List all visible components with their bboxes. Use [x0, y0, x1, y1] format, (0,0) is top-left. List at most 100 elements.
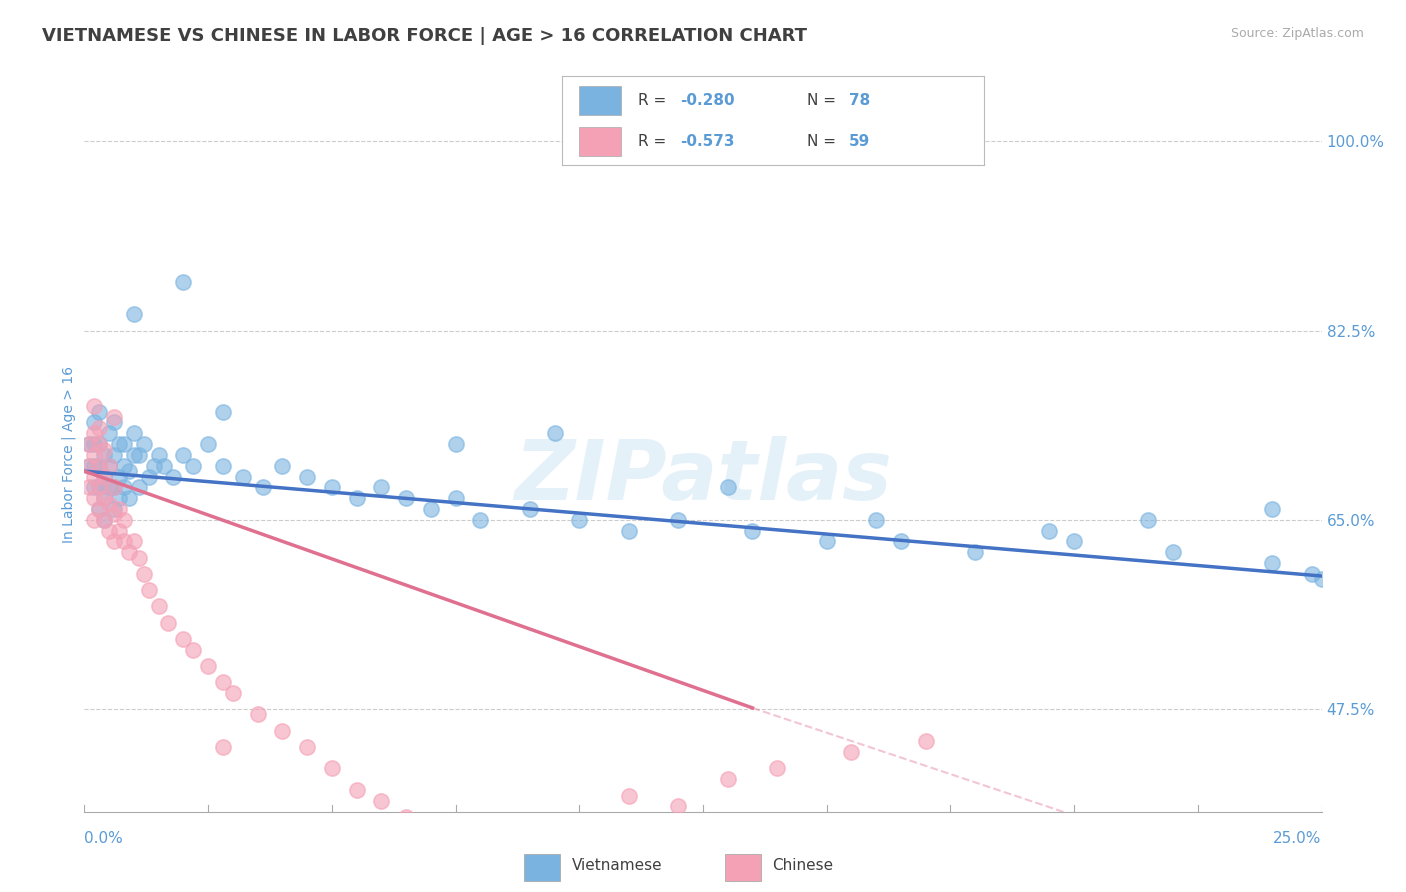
Point [93, 491, 115, 505]
FancyBboxPatch shape [579, 86, 621, 115]
Point [914, 734, 936, 748]
Text: -0.280: -0.280 [681, 93, 735, 108]
Text: 78: 78 [849, 93, 870, 108]
Point [181, 642, 204, 657]
Point [148, 599, 170, 614]
Point [965, 545, 987, 559]
Point [93, 442, 115, 457]
Text: R =: R = [638, 93, 672, 108]
Point [122, 307, 145, 321]
Point [1310, 572, 1333, 586]
Point [222, 686, 245, 700]
Point [666, 513, 689, 527]
Point [93, 469, 115, 483]
Point [815, 534, 838, 549]
Point [162, 469, 184, 483]
Text: VIETNAMESE VS CHINESE IN LABOR FORCE | AGE > 16 CORRELATION CHART: VIETNAMESE VS CHINESE IN LABOR FORCE | A… [42, 27, 807, 45]
Point [128, 550, 150, 565]
Point [79, 437, 101, 451]
Point [108, 502, 131, 516]
Text: ZIPatlas: ZIPatlas [515, 436, 891, 516]
Point [89, 502, 111, 516]
Point [370, 480, 392, 494]
Point [83, 458, 105, 473]
Point [108, 469, 131, 483]
Point [321, 762, 343, 776]
Point [717, 480, 740, 494]
Point [766, 762, 789, 776]
Point [128, 480, 150, 494]
Point [98, 480, 121, 494]
Point [118, 464, 141, 478]
Point [83, 469, 105, 483]
Point [83, 480, 105, 494]
Point [470, 513, 492, 527]
Point [543, 426, 565, 441]
Point [1063, 534, 1085, 549]
Point [519, 864, 541, 879]
Text: N =: N = [807, 134, 841, 149]
Point [83, 399, 105, 413]
Point [617, 524, 640, 538]
Point [98, 458, 121, 473]
Point [346, 491, 368, 505]
Point [419, 502, 441, 516]
Text: -0.573: -0.573 [681, 134, 735, 149]
Point [197, 658, 219, 673]
Point [232, 469, 254, 483]
Point [93, 448, 115, 462]
Point [103, 480, 125, 494]
Point [666, 799, 689, 814]
Point [89, 437, 111, 451]
Point [89, 458, 111, 473]
Point [142, 458, 165, 473]
Point [98, 524, 121, 538]
Point [112, 437, 135, 451]
Point [89, 480, 111, 494]
Point [122, 448, 145, 462]
Point [1261, 502, 1284, 516]
Text: Source: ZipAtlas.com: Source: ZipAtlas.com [1230, 27, 1364, 40]
Point [79, 480, 101, 494]
Point [93, 513, 115, 527]
Point [568, 880, 591, 892]
Point [112, 480, 135, 494]
Point [83, 426, 105, 441]
Point [93, 513, 115, 527]
Point [89, 502, 111, 516]
Text: Chinese: Chinese [772, 858, 834, 872]
Point [568, 513, 591, 527]
Point [181, 458, 204, 473]
Point [346, 783, 368, 797]
Point [112, 458, 135, 473]
Point [103, 534, 125, 549]
Point [172, 632, 194, 646]
Point [841, 745, 863, 759]
Point [212, 739, 235, 754]
Point [1038, 524, 1060, 538]
Point [89, 458, 111, 473]
Point [89, 437, 111, 451]
Point [89, 405, 111, 419]
Point [197, 437, 219, 451]
Point [83, 448, 105, 462]
Point [617, 789, 640, 803]
Point [1161, 545, 1184, 559]
Point [122, 534, 145, 549]
Text: 25.0%: 25.0% [1274, 831, 1322, 846]
Point [370, 794, 392, 808]
Point [128, 448, 150, 462]
Point [148, 448, 170, 462]
Point [212, 675, 235, 690]
Text: N =: N = [807, 93, 841, 108]
FancyBboxPatch shape [579, 127, 621, 156]
Point [395, 810, 418, 824]
Point [295, 469, 318, 483]
Point [252, 480, 274, 494]
Point [103, 480, 125, 494]
Point [93, 491, 115, 505]
Point [79, 437, 101, 451]
Point [1301, 566, 1323, 581]
Text: 0.0%: 0.0% [84, 831, 124, 846]
Point [212, 405, 235, 419]
